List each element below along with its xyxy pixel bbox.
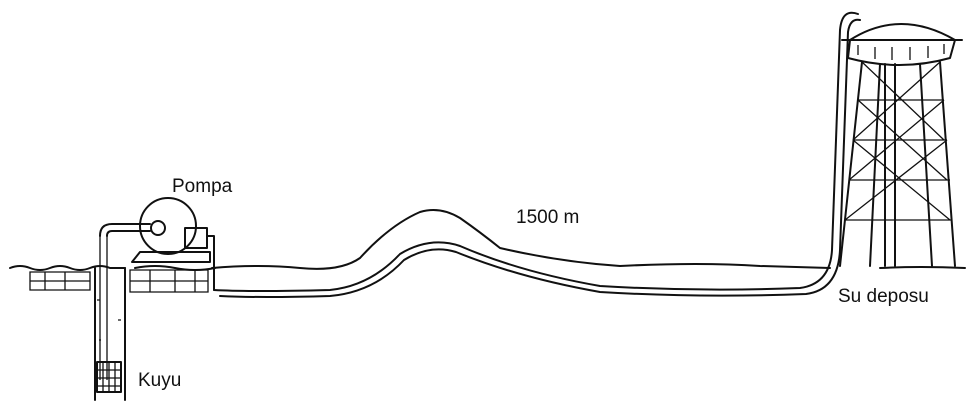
stone-wall: [30, 270, 208, 292]
well: [95, 236, 125, 400]
ground-surface: [212, 210, 965, 269]
tank-label: Su deposu: [838, 286, 929, 307]
water-tower: [840, 24, 962, 266]
well-label: Kuyu: [138, 370, 181, 391]
pump-label: Pompa: [172, 176, 233, 197]
pump: [100, 198, 214, 290]
pipe: [214, 13, 858, 291]
diagram: Pompa 1500 m Kuyu Su deposu: [0, 0, 969, 409]
distance-label: 1500 m: [516, 207, 579, 228]
